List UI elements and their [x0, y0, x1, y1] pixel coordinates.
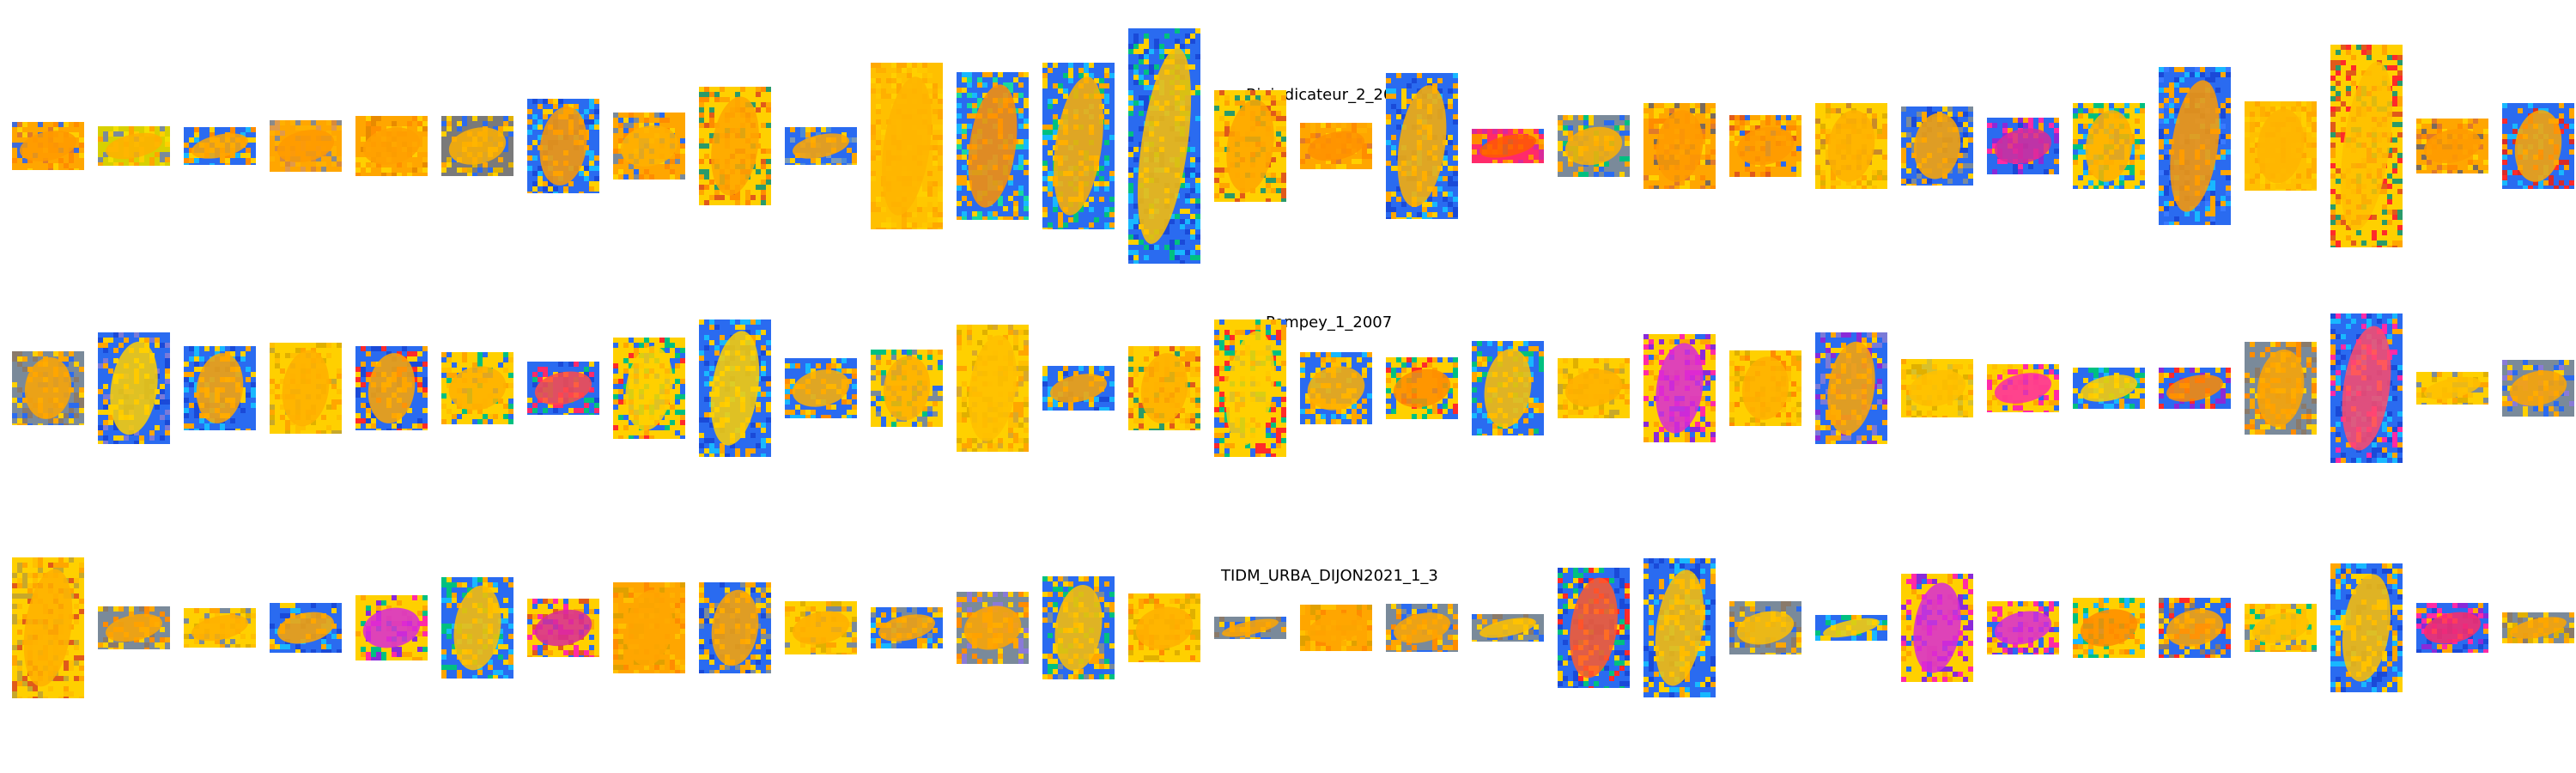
- specimen-image: [1128, 593, 1200, 662]
- specimen-image: [1729, 350, 1801, 426]
- specimen-image: [184, 608, 256, 648]
- specimen-image: [441, 116, 513, 176]
- specimen-image: [1815, 332, 1887, 444]
- specimen-image: [957, 592, 1029, 664]
- specimen-image: [2073, 368, 2145, 409]
- specimen-image: [785, 127, 857, 165]
- specimen-image: [441, 352, 513, 424]
- specimen-image: [1386, 357, 1458, 419]
- specimen-image: [98, 126, 170, 166]
- specimen-image: [2073, 598, 2145, 658]
- specimen-image: [957, 325, 1029, 452]
- specimen-image: [355, 595, 428, 660]
- specimen-image: [98, 606, 170, 649]
- specimen-image: [1901, 107, 1973, 186]
- specimen-image: [2245, 342, 2317, 435]
- specimen-image: [270, 120, 342, 172]
- specimen-image: [1042, 576, 1115, 679]
- specimen-image: [613, 582, 685, 673]
- specimen-image: [1901, 359, 1973, 417]
- specimen-image: [2159, 67, 2231, 225]
- specimen-image: [1558, 568, 1630, 688]
- specimen-image: [613, 338, 685, 439]
- specimen-image: [1472, 614, 1544, 642]
- specimen-image: [2330, 563, 2403, 692]
- specimen-image: [527, 362, 599, 415]
- specimen-image: [1214, 320, 1286, 457]
- specimen-image: [2502, 612, 2574, 643]
- specimen-image: [2416, 603, 2488, 653]
- specimen-image: [699, 582, 771, 673]
- specimen-image: [2416, 372, 2488, 405]
- specimen-image: [1472, 341, 1544, 435]
- specimen-image: [1643, 558, 1716, 697]
- specimen-image: [527, 599, 599, 657]
- specimen-image: [785, 601, 857, 654]
- specimen-image: [184, 346, 256, 430]
- specimen-image: [1042, 63, 1115, 229]
- specimen-image: [2416, 119, 2488, 173]
- specimen-image: [1128, 28, 1200, 264]
- specimen-image: [98, 332, 170, 444]
- specimen-image: [355, 346, 428, 430]
- specimen-image: [270, 603, 342, 653]
- specimen-image: [1558, 358, 1630, 418]
- row-title-1: Pompey_1_2007: [1266, 313, 1393, 332]
- specimen-image: [2159, 598, 2231, 658]
- specimen-image: [1729, 115, 1801, 177]
- specimen-image: [2502, 360, 2574, 417]
- specimen-image: [2245, 101, 2317, 191]
- specimen-image: [2073, 103, 2145, 189]
- specimen-image: [1987, 118, 2059, 174]
- specimen-image: [699, 320, 771, 457]
- specimen-image: [1643, 334, 1716, 442]
- specimen-image: [1214, 617, 1286, 639]
- specimen-image: [1558, 115, 1630, 177]
- specimen-image: [1128, 346, 1200, 430]
- specimen-image: [12, 557, 84, 698]
- specimen-image: [1386, 73, 1458, 219]
- specimen-image: [1729, 601, 1801, 654]
- specimen-image: [270, 343, 342, 434]
- specimen-image: [1300, 352, 1372, 424]
- specimen-image: [1987, 601, 2059, 654]
- specimen-image: [12, 351, 84, 425]
- specimen-image: [1300, 605, 1372, 651]
- specimen-image: [1300, 123, 1372, 169]
- specimen-image: [527, 99, 599, 193]
- specimen-image: [2245, 604, 2317, 652]
- specimen-image: [871, 63, 943, 229]
- specimen-image: [2330, 45, 2403, 247]
- specimen-image: [1214, 90, 1286, 202]
- specimen-image: [871, 607, 943, 648]
- specimen-image: [699, 87, 771, 205]
- specimen-image: [441, 577, 513, 679]
- specimen-image: [1815, 615, 1887, 641]
- specimen-image: [1987, 364, 2059, 412]
- specimen-image: [355, 116, 428, 176]
- specimen-image: [2502, 103, 2574, 189]
- specimen-image: [785, 358, 857, 418]
- specimen-image: [1901, 574, 1973, 682]
- specimen-image: [1815, 103, 1887, 189]
- specimen-image: [184, 127, 256, 165]
- specimen-image: [2159, 368, 2231, 409]
- specimen-image: [1643, 103, 1716, 189]
- specimen-image: [957, 72, 1029, 220]
- specimen-image: [613, 113, 685, 180]
- specimen-image: [1386, 604, 1458, 652]
- row-title-2: TIDM_URBA_DIJON2021_1_3: [1221, 567, 1438, 585]
- specimen-image: [12, 122, 84, 170]
- specimen-image: [1042, 366, 1115, 411]
- specimen-image: [1472, 129, 1544, 163]
- specimen-image: [2330, 313, 2403, 463]
- specimen-image: [871, 350, 943, 427]
- row-title-0: Bioindicateur_2_2009: [1246, 86, 1413, 104]
